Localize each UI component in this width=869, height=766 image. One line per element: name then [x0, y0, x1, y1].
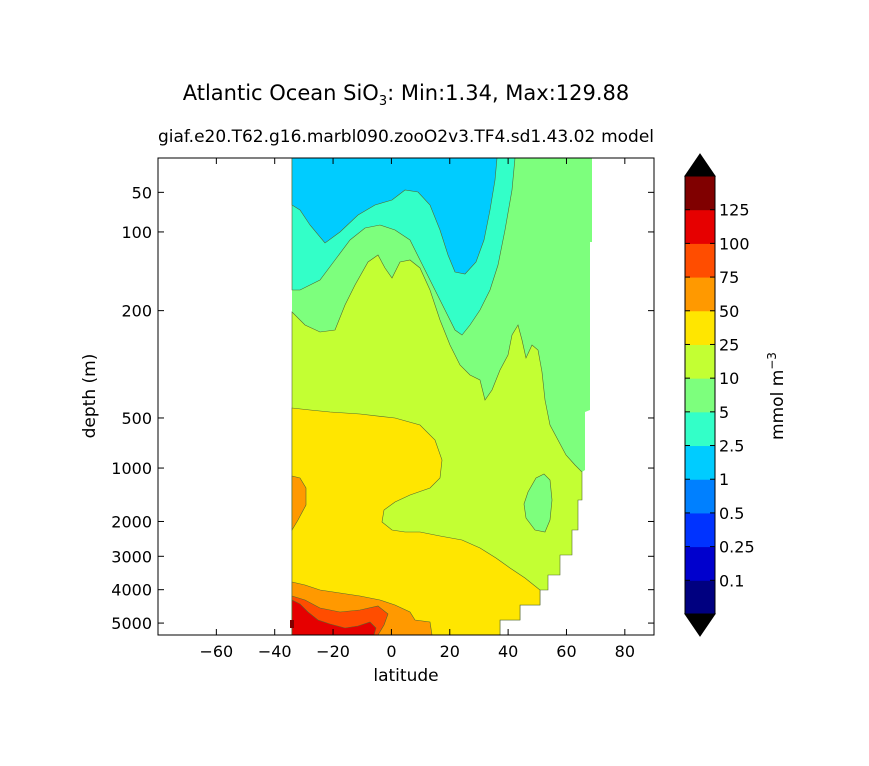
- x-axis-ticks: −60 −40 −20 0 20 40 60 80: [199, 158, 635, 661]
- colorbar-segment: [685, 546, 715, 581]
- chart-subtitle-case: giaf.e20.T62.g16.marbl090.zooO2v3.TF4.sd…: [158, 127, 595, 147]
- y-tick-label: 3000: [111, 547, 152, 566]
- colorbar-label-exponent: −3: [765, 352, 779, 370]
- colorbar-tick-label: 125: [719, 201, 750, 220]
- colorbar: 0.1 0.25 0.5 1 2.5 5 10 25 50 75 100 125: [684, 153, 755, 637]
- plot-frame: [157, 157, 655, 636]
- x-tick-label: −60: [199, 642, 233, 661]
- colorbar-segment: [685, 277, 715, 312]
- colorbar-tick-label: 25: [719, 335, 739, 354]
- x-tick-label: −20: [316, 642, 350, 661]
- colorbar-tick-label: 10: [719, 369, 739, 388]
- colorbar-segment: [685, 378, 715, 413]
- region-band-1-2.5: [291, 158, 498, 275]
- colorbar-tick-label: 50: [719, 302, 739, 321]
- colorbar-tick-label: 0.5: [719, 504, 744, 523]
- x-tick-label: 40: [498, 642, 518, 661]
- colorbar-tick-label: 2.5: [719, 437, 744, 456]
- colorbar-segment: [685, 411, 715, 447]
- y-tick-label: 1000: [111, 459, 152, 478]
- colorbar-segment: [685, 243, 715, 278]
- colorbar-tick-label: 1: [719, 470, 729, 489]
- colorbar-segment: [685, 209, 715, 244]
- x-tick-label: 60: [556, 642, 576, 661]
- y-tick-label: 4000: [111, 581, 152, 600]
- title-subscript: 3: [379, 94, 387, 109]
- x-axis-label: latitude: [373, 666, 438, 686]
- y-tick-label: 500: [121, 409, 152, 428]
- colorbar-tick-label: 100: [719, 234, 750, 253]
- y-tick-label: 200: [121, 302, 152, 321]
- colorbar-tick-label: 75: [719, 268, 739, 287]
- colorbar-label: mmol m−3: [765, 352, 788, 440]
- chart-subtitle-source: model: [601, 127, 654, 147]
- x-tick-label: 80: [615, 642, 635, 661]
- colorbar-frame: [684, 175, 716, 615]
- region-band-above-125: [290, 620, 294, 628]
- region-band-50-75-west: [291, 475, 307, 532]
- y-axis-ticks: 50 100 200 500 1000 2000 3000 4000 5000: [111, 183, 654, 633]
- colorbar-segment: [685, 479, 715, 514]
- colorbar-extend-low: [684, 613, 716, 637]
- colorbar-tick-label: 0.25: [719, 538, 755, 557]
- colorbar-tick-label: 5: [719, 403, 729, 422]
- colorbar-segment: [685, 310, 715, 345]
- x-tick-label: 20: [440, 642, 460, 661]
- colorbar-segment: [685, 512, 715, 548]
- colorbar-segment: [685, 176, 715, 211]
- colorbar-segment: [685, 445, 715, 480]
- region-band-100-125: [291, 599, 377, 635]
- y-tick-label: 5000: [111, 614, 152, 633]
- y-tick-label: 2000: [111, 512, 152, 531]
- region-band-5-10-island: [523, 473, 553, 533]
- contour-field: [290, 158, 592, 635]
- y-axis-label: depth (m): [80, 354, 100, 439]
- chart-title: Atlantic Ocean SiO3: Min:1.34, Max:129.8…: [183, 81, 630, 109]
- y-tick-label: 50: [132, 183, 152, 202]
- region-band-25-50: [291, 407, 541, 635]
- colorbar-tick-label: 0.1: [719, 571, 744, 590]
- colorbar-extend-high: [684, 153, 716, 177]
- x-tick-label: −40: [258, 642, 292, 661]
- colorbar-segment: [685, 580, 715, 615]
- x-tick-label: 0: [386, 642, 396, 661]
- colorbar-segment: [685, 344, 715, 379]
- y-tick-label: 100: [121, 223, 152, 242]
